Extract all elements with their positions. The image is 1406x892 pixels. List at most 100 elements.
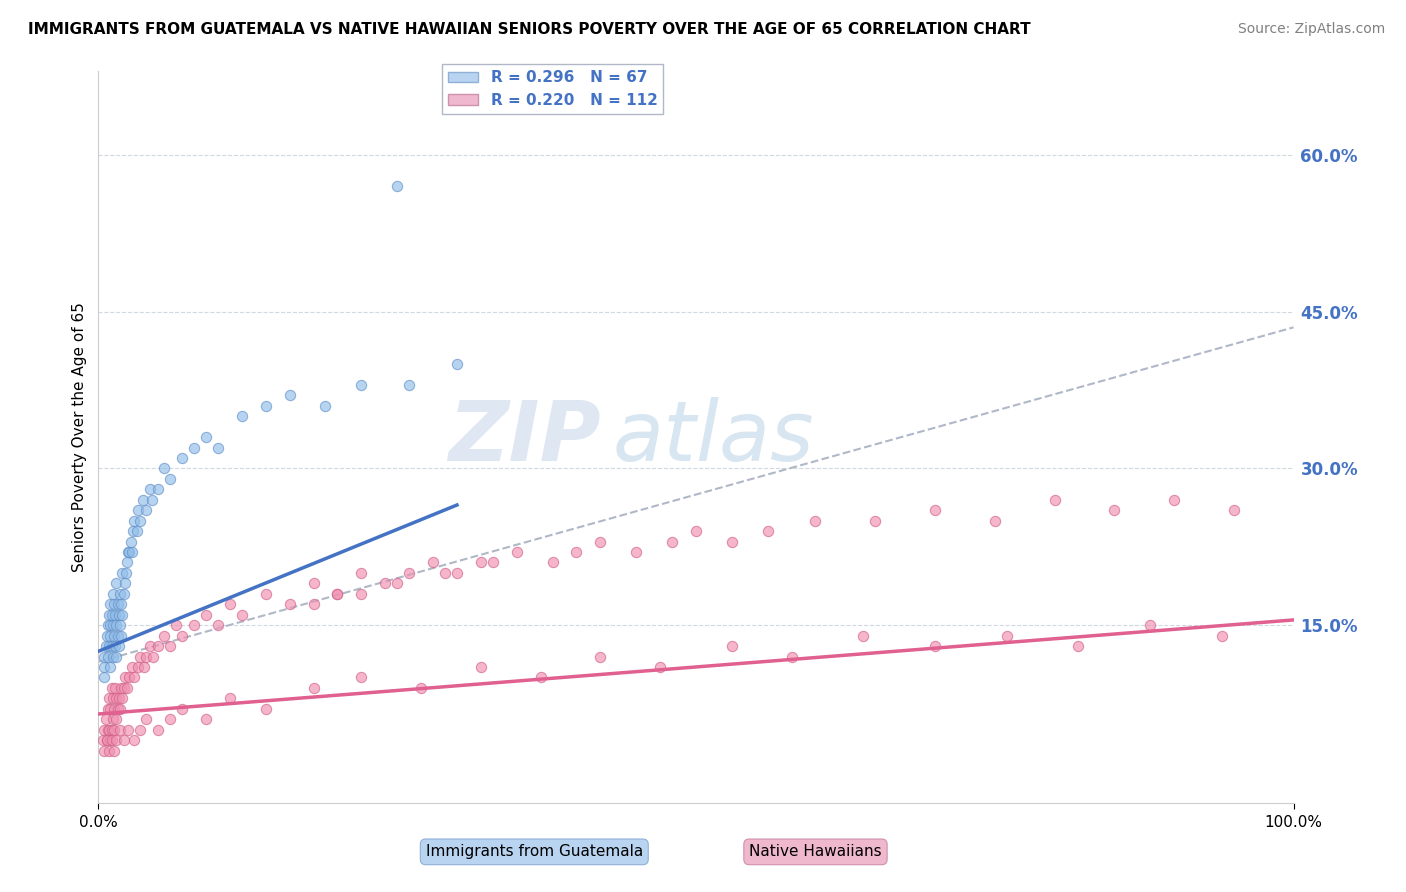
Point [398,566,420,580]
Point [98,660,122,674]
Point [1163,492,1185,507]
Point [110,597,132,611]
Point [103,723,125,737]
Point [565,545,588,559]
Point [115,566,138,580]
Point [231,409,253,424]
Text: Source: ZipAtlas.com: Source: ZipAtlas.com [1237,22,1385,37]
Point [105,618,128,632]
Point [326,587,349,601]
Point [125,524,148,538]
Point [153,461,176,475]
Point [159,639,181,653]
Point [661,534,683,549]
Point [93,649,115,664]
Point [589,534,612,549]
Point [111,607,134,622]
Point [385,179,409,194]
Point [127,503,149,517]
Text: ZIP: ZIP [447,397,600,477]
Point [446,566,468,580]
Point [135,712,157,726]
Point [94,712,117,726]
Point [589,649,612,664]
Point [107,691,129,706]
Point [115,681,138,695]
Point [302,681,325,695]
Point [97,618,120,632]
Point [302,597,325,611]
Point [100,733,122,747]
Point [207,618,229,632]
Point [195,430,218,444]
Point [101,712,124,726]
Point [278,597,301,611]
Point [422,556,444,570]
Point [129,723,152,737]
Point [103,743,125,757]
Point [100,639,122,653]
Point [135,649,157,664]
Point [98,629,122,643]
Point [96,733,118,747]
Point [172,629,194,643]
Point [98,691,121,706]
Point [103,597,125,611]
Point [129,514,152,528]
Point [135,503,157,517]
Point [350,566,373,580]
Point [98,702,122,716]
Point [924,639,946,653]
Point [112,681,135,695]
Point [350,670,373,684]
Point [254,587,277,601]
Point [98,597,122,611]
Point [97,723,120,737]
Point [110,629,132,643]
Point [148,483,170,497]
Point [254,399,277,413]
Point [105,576,128,591]
Point [100,681,122,695]
Point [1067,639,1090,653]
Point [107,639,129,653]
Point [114,576,136,591]
Point [121,545,143,559]
Point [98,607,121,622]
Point [97,702,120,716]
Point [124,733,146,747]
Point [139,639,162,653]
Point [1223,503,1246,517]
Point [101,587,124,601]
Point [685,524,707,538]
Point [183,618,205,632]
Point [93,660,115,674]
Point [108,723,131,737]
Point [103,702,125,716]
Point [129,649,152,664]
Point [148,723,170,737]
Point [117,545,139,559]
Point [254,702,277,716]
Point [111,566,134,580]
Point [120,534,142,549]
Text: Immigrants from Guatemala: Immigrants from Guatemala [426,845,643,859]
Point [101,618,124,632]
Point [434,566,457,580]
Point [105,649,128,664]
Point [446,357,468,371]
Point [101,691,124,706]
Point [101,649,124,664]
Point [995,629,1018,643]
Point [153,629,176,643]
Point [105,691,128,706]
Point [131,492,153,507]
Point [541,556,564,570]
Point [1139,618,1161,632]
Point [183,441,205,455]
Point [112,587,135,601]
Y-axis label: Seniors Poverty Over the Age of 65: Seniors Poverty Over the Age of 65 [72,302,87,572]
Point [924,503,946,517]
Point [141,492,163,507]
Point [100,723,122,737]
